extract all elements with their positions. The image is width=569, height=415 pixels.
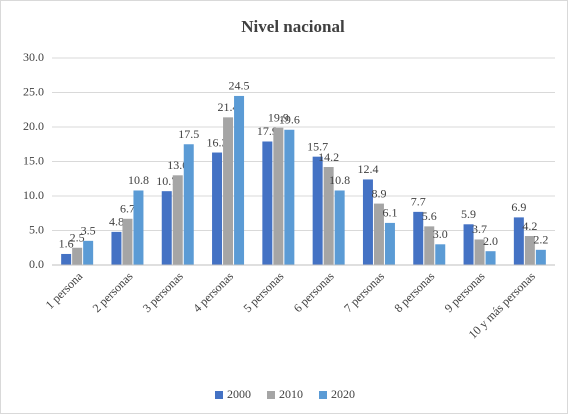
legend-swatch	[267, 391, 275, 399]
data-label: 2.0	[483, 234, 498, 248]
bar	[413, 211, 424, 265]
data-label: 12.4	[357, 162, 378, 176]
y-tick-label: 30.0	[23, 50, 44, 64]
bar	[234, 95, 245, 265]
bar	[463, 224, 474, 265]
y-tick-label: 10.0	[23, 188, 44, 202]
data-label: 19.6	[279, 113, 300, 127]
bar	[122, 218, 133, 265]
legend-label: 2010	[279, 387, 303, 401]
bar	[384, 222, 395, 265]
bar	[133, 190, 144, 265]
legend-label: 2000	[227, 387, 251, 401]
bar	[61, 253, 72, 265]
bar	[362, 179, 373, 265]
data-label: 6.1	[382, 206, 397, 220]
bar	[83, 240, 94, 265]
bar	[72, 247, 83, 265]
data-label: 21.4	[218, 100, 239, 114]
bar	[323, 167, 334, 265]
y-tick-label: 20.0	[23, 119, 44, 133]
bar	[312, 156, 323, 265]
bar	[273, 127, 284, 265]
data-label: 7.7	[411, 195, 426, 209]
legend-swatch	[215, 391, 223, 399]
bar	[424, 226, 435, 265]
data-label: 2.2	[533, 233, 548, 247]
bar	[183, 144, 194, 265]
data-label: 6.9	[511, 200, 526, 214]
y-tick-label: 0.0	[29, 257, 44, 271]
bar	[513, 217, 524, 265]
bar	[535, 249, 546, 265]
y-tick-label: 15.0	[23, 153, 44, 167]
data-label: 6.7	[120, 202, 135, 216]
legend-label: 2020	[331, 387, 355, 401]
chart-title: Nivel nacional	[241, 17, 345, 36]
data-label: 2.5	[70, 231, 85, 245]
data-label: 3.0	[433, 227, 448, 241]
data-label: 17.9	[257, 124, 278, 138]
data-label: 4.2	[522, 219, 537, 233]
bar	[524, 236, 535, 265]
data-label: 13.0	[167, 158, 188, 172]
bar	[334, 190, 345, 265]
bar	[161, 191, 172, 265]
bar	[172, 175, 183, 265]
data-label: 15.7	[307, 139, 328, 153]
legend-swatch	[319, 391, 327, 399]
bar	[373, 203, 384, 265]
data-label: 5.6	[422, 209, 437, 223]
data-label: 3.7	[472, 222, 487, 236]
data-label: 10.8	[329, 173, 350, 187]
y-tick-label: 25.0	[23, 84, 44, 98]
data-label: 24.5	[229, 79, 250, 93]
bar	[111, 231, 122, 265]
y-tick-label: 5.0	[29, 222, 44, 236]
data-label: 3.5	[81, 224, 96, 238]
data-label: 4.8	[109, 215, 124, 229]
data-label: 14.2	[318, 150, 339, 164]
data-label: 19.9	[268, 110, 289, 124]
data-label: 10.8	[128, 173, 149, 187]
bar	[262, 141, 273, 265]
data-label: 10.7	[156, 174, 177, 188]
bar	[284, 129, 295, 265]
bar	[223, 117, 234, 265]
data-label: 1.6	[59, 237, 74, 251]
data-label: 17.5	[178, 127, 199, 141]
data-label: 5.9	[461, 207, 476, 221]
data-label: 8.9	[371, 186, 386, 200]
bar	[435, 244, 446, 265]
bar	[485, 251, 496, 265]
data-label: 16.3	[207, 135, 228, 149]
bar	[212, 152, 223, 265]
bar	[474, 239, 485, 265]
